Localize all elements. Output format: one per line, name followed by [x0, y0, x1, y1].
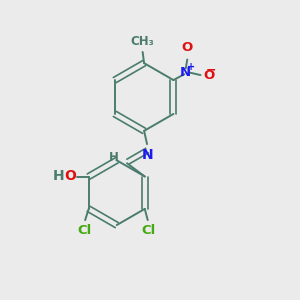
- Text: O: O: [203, 69, 215, 82]
- Text: O: O: [64, 169, 76, 184]
- Text: Cl: Cl: [77, 224, 92, 237]
- Text: H: H: [109, 152, 119, 164]
- Text: +: +: [187, 62, 195, 72]
- Text: H: H: [53, 169, 64, 184]
- Text: N: N: [180, 66, 191, 79]
- Text: −: −: [206, 63, 216, 76]
- Text: N: N: [142, 148, 154, 162]
- Text: Cl: Cl: [141, 224, 155, 237]
- Text: CH₃: CH₃: [130, 35, 154, 48]
- Text: O: O: [182, 41, 193, 55]
